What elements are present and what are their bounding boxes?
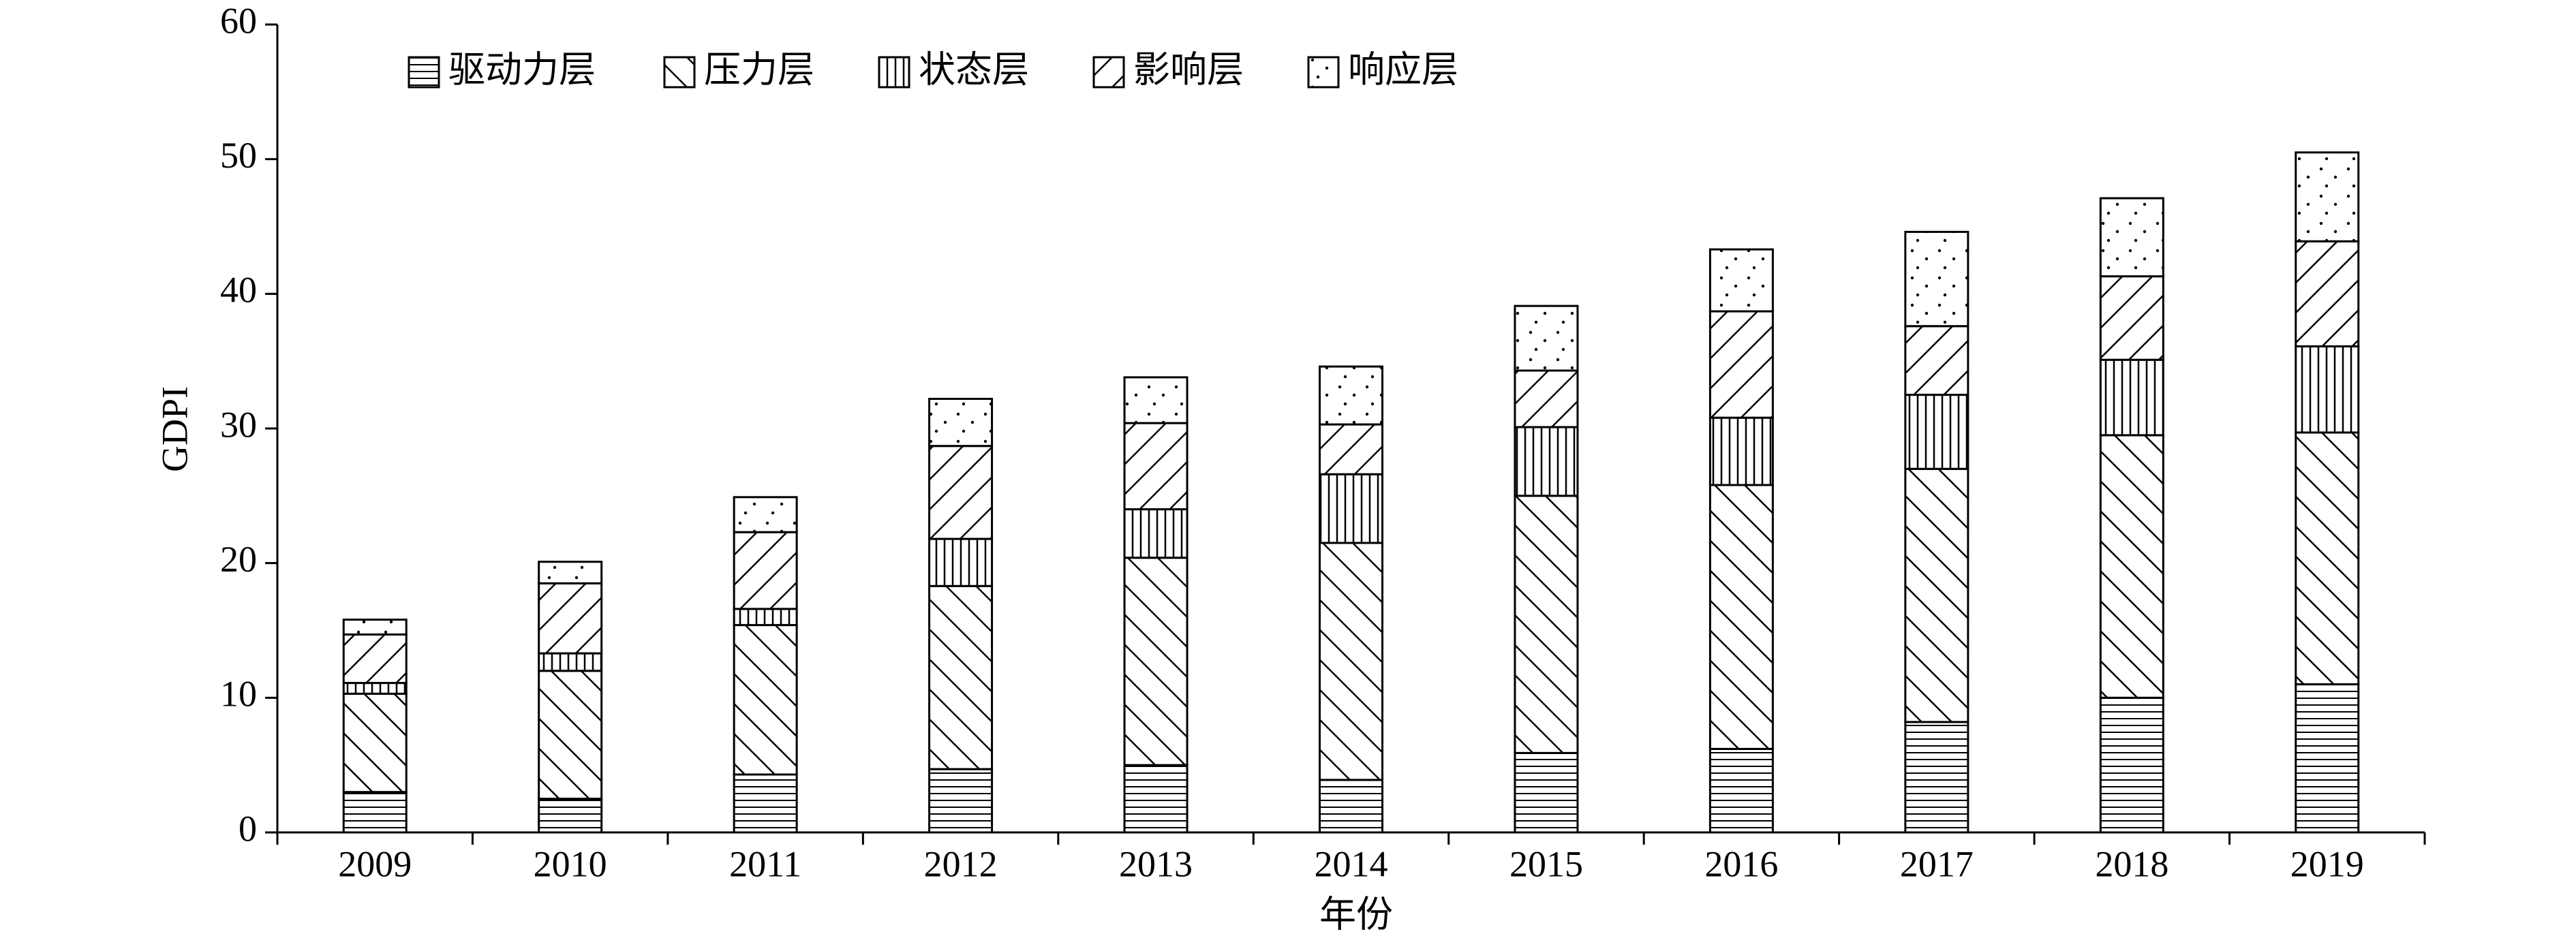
x-tick-label: 2009 <box>338 843 412 884</box>
bar-segment <box>2295 431 2360 686</box>
x-axis-label: 年份 <box>1319 894 1393 935</box>
bar-segment <box>928 584 994 770</box>
bar-segment <box>1319 542 1383 781</box>
bar-segment <box>733 773 798 834</box>
bar-segment <box>1708 416 1774 486</box>
y-tick-label: 20 <box>220 539 257 580</box>
bar-segment <box>2099 275 2164 361</box>
bar-segment <box>1123 376 1189 424</box>
bar-segment <box>928 445 994 540</box>
bar-segment <box>1123 508 1189 559</box>
bar-segment <box>538 582 603 655</box>
bar-segment <box>538 798 603 834</box>
bar-segment <box>538 670 603 800</box>
bar-segment <box>1123 764 1189 834</box>
bar-segment <box>1319 365 1383 426</box>
legend-swatch <box>663 56 696 89</box>
bar-segment <box>1708 484 1774 750</box>
bar-segment <box>2295 151 2360 243</box>
legend-swatch <box>1092 56 1125 89</box>
bar-segment <box>1514 304 1579 372</box>
bar-segment <box>1514 369 1579 428</box>
bar-segment <box>538 561 603 584</box>
bar-segment <box>1319 779 1383 834</box>
bar-segment <box>342 682 408 695</box>
bar-segment <box>2099 358 2164 437</box>
bar-segment <box>342 619 408 636</box>
bar-segment <box>733 608 798 627</box>
legend-label: 驱动力层 <box>448 49 596 90</box>
y-tick-label: 60 <box>220 0 257 41</box>
bar-segment <box>2295 683 2360 834</box>
bar-segment <box>1319 473 1383 544</box>
legend-label: 状态层 <box>919 49 1029 90</box>
x-tick-label: 2017 <box>1900 843 1974 884</box>
bar-segment <box>1123 557 1189 766</box>
bar-segment <box>1708 310 1774 419</box>
x-tick-label: 2014 <box>1315 843 1388 884</box>
bar-segment <box>1123 422 1189 511</box>
bar-segment <box>1904 230 1969 328</box>
bar-segment <box>342 633 408 685</box>
x-tick-label: 2013 <box>1119 843 1193 884</box>
x-tick-label: 2016 <box>1704 843 1778 884</box>
bar-segment <box>1904 325 1969 396</box>
y-axis-label: GDPI <box>154 386 195 472</box>
bar-segment <box>2099 197 2164 278</box>
bar-segment <box>1904 467 1969 723</box>
y-tick-label: 50 <box>220 135 257 176</box>
bar-segment <box>2295 240 2360 347</box>
bar-segment <box>1904 721 1969 834</box>
legend-label: 压力层 <box>704 49 814 90</box>
x-tick-label: 2011 <box>729 843 801 884</box>
x-tick-label: 2015 <box>1509 843 1583 884</box>
legend-label: 影响层 <box>1133 49 1244 90</box>
bar-segment <box>1514 751 1579 834</box>
bar-segment <box>1708 248 1774 313</box>
legend-swatch <box>408 56 440 89</box>
bar-segment <box>2295 345 2360 434</box>
x-tick-label: 2010 <box>534 843 607 884</box>
legend-swatch <box>1307 56 1340 89</box>
y-tick-label: 10 <box>220 674 257 715</box>
x-tick-label: 2018 <box>2095 843 2168 884</box>
y-tick-label: 0 <box>239 808 257 849</box>
bar-segment <box>2099 696 2164 834</box>
bar-segment <box>928 537 994 587</box>
bar-segment <box>1514 426 1579 497</box>
bar-segment <box>733 496 798 533</box>
bar-segment <box>342 692 408 794</box>
y-tick-label: 30 <box>220 404 257 445</box>
bar-segment <box>1708 747 1774 834</box>
bar-segment <box>1514 495 1579 754</box>
y-tick-label: 40 <box>220 270 257 311</box>
bar-segment <box>928 398 994 448</box>
bar-segment <box>538 652 603 672</box>
bar-segment <box>733 531 798 610</box>
bar-segment <box>928 768 994 834</box>
legend-swatch <box>878 56 910 89</box>
legend-label: 响应层 <box>1348 49 1458 90</box>
x-tick-label: 2012 <box>924 843 998 884</box>
bar-segment <box>342 791 408 834</box>
bar-segment <box>1319 423 1383 475</box>
x-tick-label: 2019 <box>2290 843 2364 884</box>
bar-segment <box>2099 434 2164 699</box>
bar-segment <box>733 624 798 776</box>
bar-segment <box>1904 394 1969 470</box>
